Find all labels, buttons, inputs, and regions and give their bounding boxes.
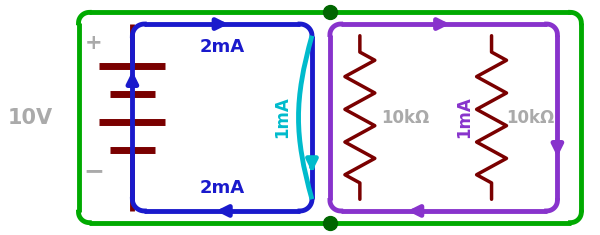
Text: 10kΩ: 10kΩ: [506, 109, 555, 126]
Text: 10V: 10V: [8, 107, 53, 128]
Text: 2mA: 2mA: [200, 38, 245, 56]
Text: 10kΩ: 10kΩ: [381, 109, 429, 126]
Text: −: −: [83, 159, 104, 183]
Text: 1mA: 1mA: [455, 97, 473, 138]
Text: +: +: [85, 33, 102, 53]
Text: 1mA: 1mA: [273, 97, 291, 138]
Text: 2mA: 2mA: [200, 179, 245, 197]
